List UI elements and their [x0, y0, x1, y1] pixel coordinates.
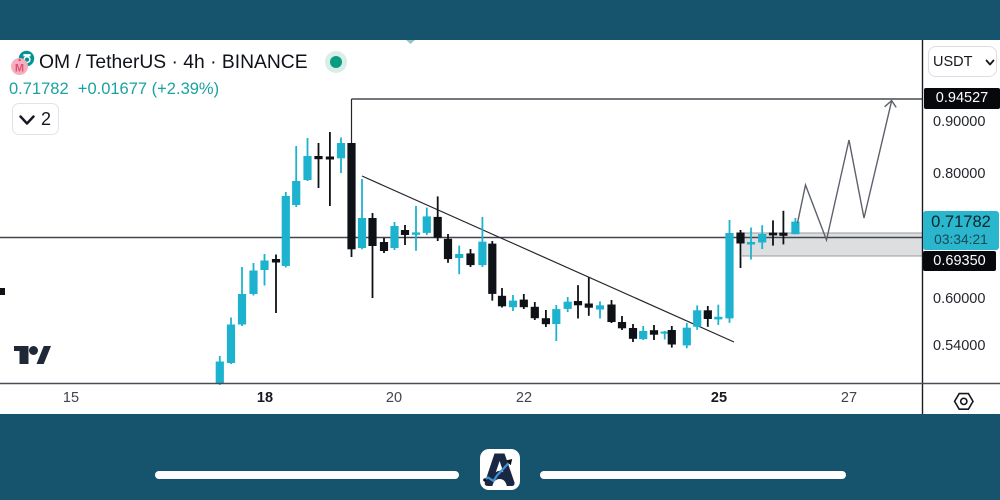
svg-text:M: M: [15, 62, 24, 74]
